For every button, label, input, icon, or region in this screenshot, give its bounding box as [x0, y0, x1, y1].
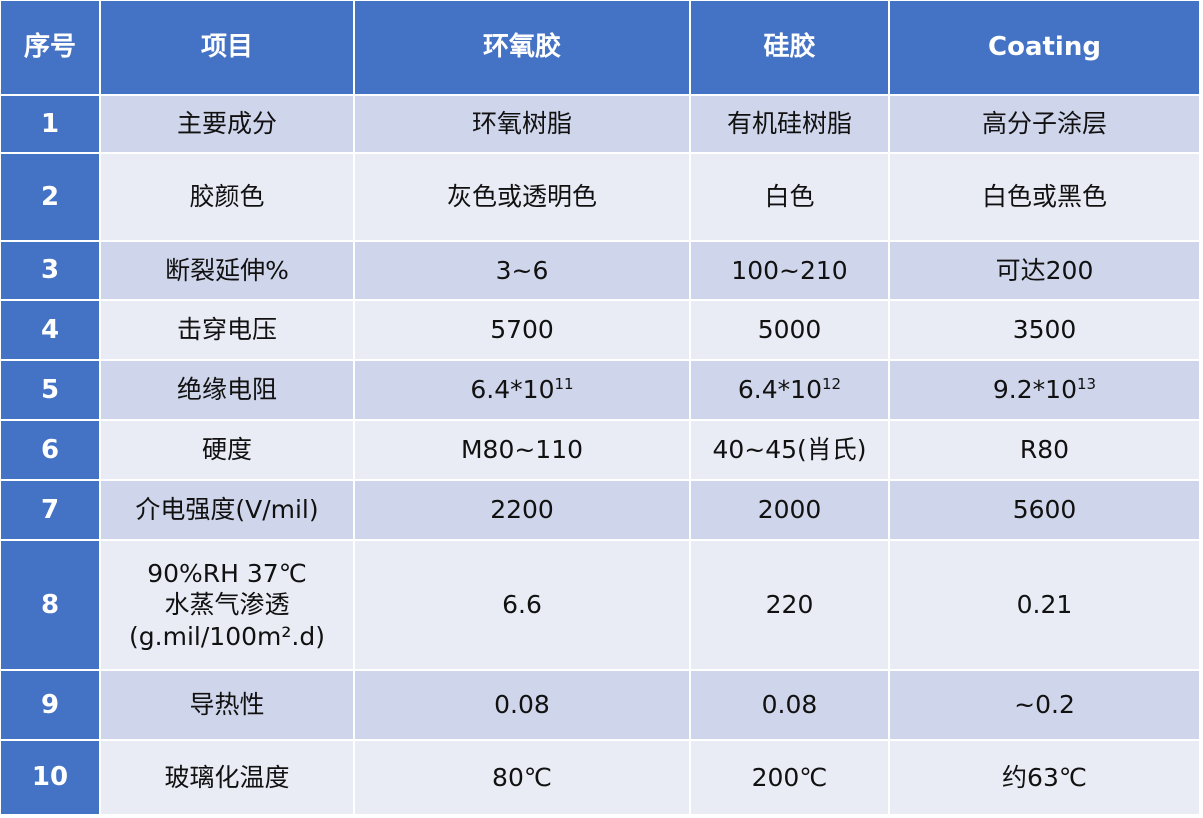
- row-number: 10: [0, 740, 100, 815]
- table-cell: ~0.2: [889, 670, 1200, 740]
- cell-line: 水蒸气渗透: [164, 590, 290, 620]
- table-cell: 5000: [690, 300, 889, 360]
- exponent: 13: [1076, 375, 1097, 394]
- header-cell: 序号: [0, 0, 100, 95]
- table-cell: 白色或黑色: [889, 153, 1200, 241]
- table-cell: 胶颜色: [100, 153, 354, 241]
- table-cell: 白色: [690, 153, 889, 241]
- table-cell: 5700: [354, 300, 690, 360]
- cell-text: 6.4*10: [737, 375, 822, 405]
- table-cell: 导热性: [100, 670, 354, 740]
- row-number: 6: [0, 420, 100, 480]
- exponent: 11: [554, 375, 574, 394]
- table-cell: 高分子涂层: [889, 95, 1200, 153]
- row-number: 5: [0, 360, 100, 420]
- row-number: 7: [0, 480, 100, 540]
- table-cell: 9.2*1013: [889, 360, 1200, 420]
- table-cell: 主要成分: [100, 95, 354, 153]
- table-cell: 100~210: [690, 241, 889, 300]
- table-cell: 40~45(肖氏): [690, 420, 889, 480]
- table-cell: 6.4*1011: [354, 360, 690, 420]
- table-cell: 约63℃: [889, 740, 1200, 815]
- table-cell: 2200: [354, 480, 690, 540]
- table-cell: 3~6: [354, 241, 690, 300]
- table-cell: 5600: [889, 480, 1200, 540]
- row-number: 3: [0, 241, 100, 300]
- row-number: 4: [0, 300, 100, 360]
- header-cell: 硅胶: [690, 0, 889, 95]
- cell-value: 9.2*1013: [993, 374, 1096, 405]
- table-cell: 3500: [889, 300, 1200, 360]
- table-cell: 击穿电压: [100, 300, 354, 360]
- table-cell: 有机硅树脂: [690, 95, 889, 153]
- cell-text: 6.4*10: [470, 375, 555, 405]
- table-cell: 玻璃化温度: [100, 740, 354, 815]
- row-number: 1: [0, 95, 100, 153]
- table-cell: 90%RH 37℃ 水蒸气渗透 (g.mil/100m².d): [100, 540, 354, 670]
- table-cell: 6.4*1012: [690, 360, 889, 420]
- header-cell: 环氧胶: [354, 0, 690, 95]
- row-number: 9: [0, 670, 100, 740]
- cell-line: 90%RH 37℃: [147, 559, 307, 589]
- table-cell: R80: [889, 420, 1200, 480]
- table-cell: 硬度: [100, 420, 354, 480]
- table-cell: 0.08: [690, 670, 889, 740]
- table-cell: 绝缘电阻: [100, 360, 354, 420]
- exponent: 12: [821, 375, 842, 394]
- table-cell: 介电强度(V/mil): [100, 480, 354, 540]
- table-cell: 2000: [690, 480, 889, 540]
- header-cell: Coating: [889, 0, 1200, 95]
- table-cell: 6.6: [354, 540, 690, 670]
- cell-value: 6.4*1011: [470, 374, 573, 405]
- cell-text: 9.2*10: [992, 375, 1077, 405]
- table-cell: 220: [690, 540, 889, 670]
- cell-value: 6.4*1012: [738, 374, 841, 405]
- row-number: 8: [0, 540, 100, 670]
- table-cell: 80℃: [354, 740, 690, 815]
- table-cell: 可达200: [889, 241, 1200, 300]
- table-cell: 断裂延伸%: [100, 241, 354, 300]
- table-cell: 环氧树脂: [354, 95, 690, 153]
- table-cell: 0.08: [354, 670, 690, 740]
- table-cell: 0.21: [889, 540, 1200, 670]
- header-cell: 项目: [100, 0, 354, 95]
- cell-line: (g.mil/100m².d): [129, 621, 325, 651]
- table-cell: 200℃: [690, 740, 889, 815]
- table-cell: M80~110: [354, 420, 690, 480]
- row-number: 2: [0, 153, 100, 241]
- table-cell: 灰色或透明色: [354, 153, 690, 241]
